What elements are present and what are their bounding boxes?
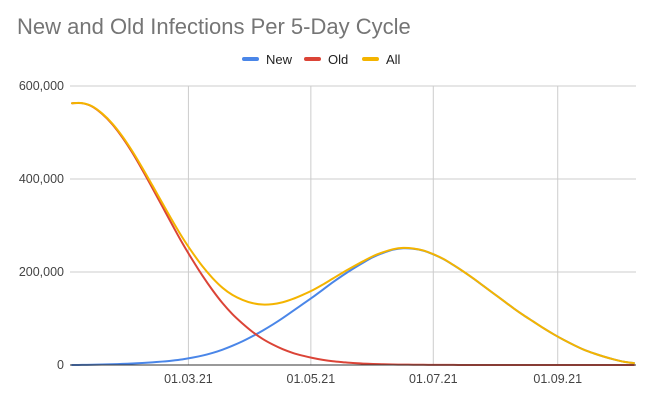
y-tick-label: 600,000 xyxy=(19,79,64,93)
x-tick-label: 01.07.21 xyxy=(409,372,458,386)
legend-label-new: New xyxy=(266,52,293,67)
x-tick-label: 01.09.21 xyxy=(533,372,582,386)
legend-label-all: All xyxy=(386,52,401,67)
chart-title: New and Old Infections Per 5-Day Cycle xyxy=(17,14,411,39)
legend: New Old All xyxy=(242,52,401,67)
legend-label-old: Old xyxy=(328,52,348,67)
y-tick-label: 200,000 xyxy=(19,265,64,279)
series-line-all xyxy=(71,101,635,365)
y-tick-label: 0 xyxy=(57,358,64,372)
x-gridlines xyxy=(187,86,559,365)
y-tick-labels: 0 200,000 400,000 600,000 xyxy=(19,79,64,372)
x-tick-label: 01.03.21 xyxy=(164,372,213,386)
y-gridlines xyxy=(70,85,636,273)
x-tick-labels: 01.03.21 01.05.21 01.07.21 01.09.21 xyxy=(164,372,582,386)
y-tick-label: 400,000 xyxy=(19,172,64,186)
x-tick-label: 01.05.21 xyxy=(287,372,336,386)
